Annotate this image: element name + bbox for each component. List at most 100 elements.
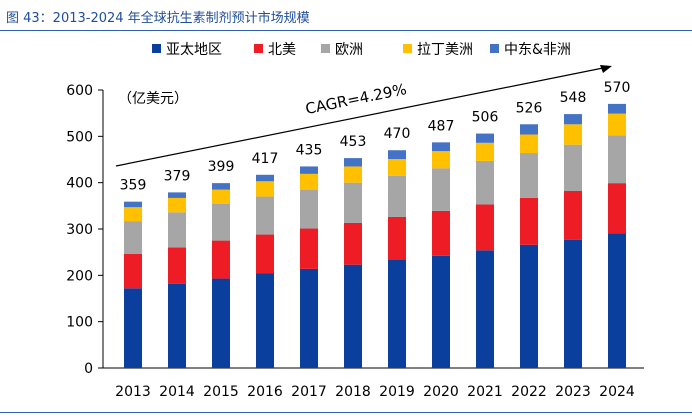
bar-segment [212,240,230,279]
bar-segment [564,124,582,145]
legend-label: 北美 [268,42,296,58]
x-tick-label: 2015 [203,384,239,400]
x-tick-label: 2014 [159,384,195,400]
bar-segment [344,166,362,183]
legend-label: 欧洲 [335,42,363,58]
total-label: 487 [428,118,455,134]
x-tick-label: 2020 [423,384,459,400]
bar-segment [124,254,142,289]
bar-segment [388,259,406,368]
bar-segment [124,288,142,368]
bar-segment [300,268,318,368]
bar-segment [168,197,186,213]
bar-segment [520,197,538,245]
bar-segment [124,207,142,222]
bar-segment [388,175,406,217]
total-label: 435 [296,142,323,158]
bar-segment [212,189,230,204]
legend-label: 中东&非洲 [504,42,571,58]
bar-segment [124,221,142,255]
bar-segment [564,144,582,192]
bar-segment [520,134,538,154]
y-tick-label: 400 [66,176,93,192]
bar-segment [476,250,494,368]
bottom-rule [0,412,692,413]
x-tick-label: 2017 [291,384,327,400]
y-tick-label: 0 [84,361,93,377]
legend-swatch [254,44,263,53]
y-tick-label: 300 [66,222,93,238]
bar-segment [256,196,274,235]
bar-segment [300,166,318,174]
x-tick-label: 2021 [467,384,503,400]
x-tick-label: 2023 [555,384,591,400]
bar-segment [432,255,450,368]
y-tick-label: 600 [66,83,93,99]
trend-arrow-line [115,67,604,167]
bar-segment [608,233,626,368]
bar-segment [388,216,406,260]
figure-caption: 图 43：2013-2024 年全球抗生素制剂预计市场规模 [6,11,310,26]
bar-segment [608,103,626,114]
bar-segment [168,212,186,248]
bar-segment [432,151,450,169]
total-label: 417 [252,151,279,167]
total-label: 506 [472,110,499,126]
unit-label: （亿美元） [118,91,188,107]
bar-segment [124,201,142,208]
bar-segment [476,160,494,205]
bar-segment [300,228,318,269]
bar-segment [476,204,494,251]
x-tick-label: 2022 [511,384,547,400]
bar-segment [256,181,274,197]
legend-swatch [490,44,499,53]
bar-segment [212,183,230,190]
x-tick-label: 2024 [599,384,635,400]
bar-segment [300,189,318,229]
y-tick-label: 100 [66,315,93,331]
bar-segment [344,264,362,368]
x-tick-label: 2016 [247,384,283,400]
total-label: 359 [120,178,147,194]
legend-label: 亚太地区 [166,42,222,58]
bar-segment [432,210,450,256]
bar-segment [520,153,538,198]
bar-segment [168,192,186,198]
bar-segment [432,168,450,211]
bar-segment [520,124,538,135]
bar-segment [212,278,230,368]
total-label: 470 [384,126,411,142]
x-tick-label: 2019 [379,384,415,400]
total-label: 379 [164,168,191,184]
total-label: 453 [340,134,367,150]
total-label: 570 [604,80,631,96]
y-tick-label: 500 [66,129,93,145]
top-rule [0,30,692,31]
legend-swatch [152,44,161,53]
legend-swatch [403,44,412,53]
bar-segment [476,142,494,161]
bar-segment [256,273,274,368]
legend-swatch [321,44,330,53]
total-label: 526 [516,100,543,116]
trend-arrow-head [600,65,612,73]
bar-segment [564,114,582,125]
y-tick-label: 200 [66,268,93,284]
bar-segment [564,239,582,368]
bar-segment [168,283,186,368]
bar-segment [388,159,406,176]
bar-segment [256,174,274,182]
bar-segment [608,183,626,234]
bar-segment [564,191,582,240]
bar-segment [168,247,186,284]
bar-segment [388,150,406,160]
bar-segment [212,203,230,241]
bar-segment [608,135,626,184]
bar-segment [344,158,362,167]
bar-segment [344,182,362,223]
bar-segment [476,133,494,143]
x-tick-label: 2018 [335,384,371,400]
bar-segment [608,113,626,136]
x-tick-label: 2013 [115,384,151,400]
